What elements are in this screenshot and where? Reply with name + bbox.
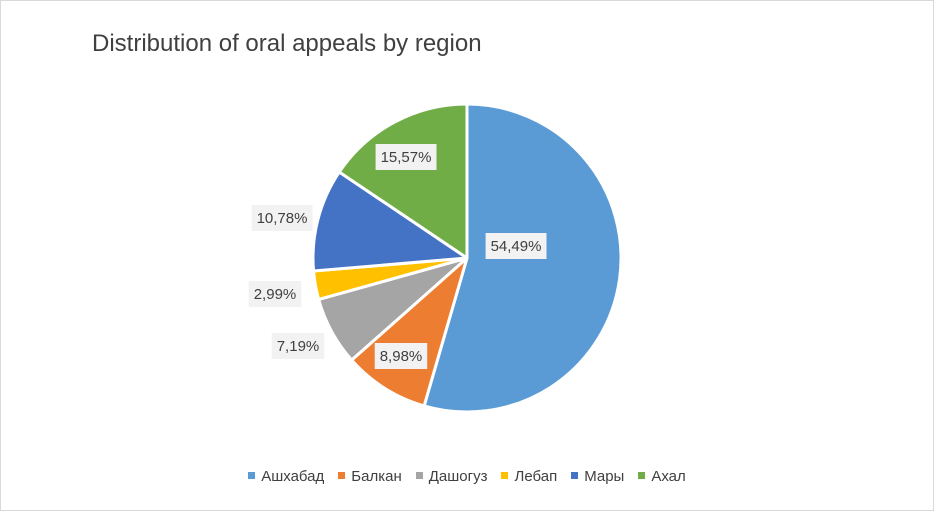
legend-swatch <box>415 472 423 479</box>
legend-item: Дашогуз <box>415 468 488 485</box>
data-label-5: 10,78% <box>251 205 313 231</box>
legend-label: Дашогуз <box>428 468 488 485</box>
data-label-box <box>485 233 547 259</box>
legend-swatch <box>571 472 579 479</box>
data-label-box <box>374 343 428 369</box>
data-label-box <box>271 333 325 359</box>
legend-item: Ашхабад <box>248 468 324 485</box>
legend-swatch <box>338 472 346 479</box>
legend-item: Мары <box>571 468 624 485</box>
data-label-box <box>251 205 313 231</box>
data-label-6: 15,57% <box>375 144 437 170</box>
data-label-box <box>375 144 437 170</box>
legend-label: Балкан <box>351 468 402 485</box>
data-label-text: 8,98% <box>380 348 423 365</box>
legend-label: Ахал <box>651 468 686 485</box>
data-label-text: 7,19% <box>277 338 320 355</box>
data-label-4: 2,99% <box>248 281 302 307</box>
data-label-2: 8,98% <box>374 343 428 369</box>
legend-swatch <box>501 472 509 479</box>
data-label-text: 2,99% <box>254 286 297 303</box>
pie-slice-5 <box>311 170 469 273</box>
legend-item: Лебап <box>501 468 557 485</box>
data-labels: 54,49% 8,98% 7,19% 2,99% 10,78% 15,57% <box>248 144 547 369</box>
data-label-3: 7,19% <box>271 333 325 359</box>
pie-slices <box>311 102 623 414</box>
legend-label: Мары <box>584 468 625 485</box>
data-label-1: 54,49% <box>485 233 547 259</box>
legend-item: Ахал <box>638 468 686 485</box>
pie-slice-6 <box>337 102 469 260</box>
legend-swatch <box>638 472 646 479</box>
data-label-text: 15,57% <box>381 149 432 166</box>
legend: Ашхабад Балкан Дашогуз Лебап Мары Ахал <box>0 468 934 485</box>
data-label-text: 54,49% <box>491 238 542 255</box>
data-label-box <box>248 281 302 307</box>
legend-label: Ашхабад <box>261 468 325 485</box>
legend-item: Балкан <box>338 468 402 485</box>
legend-swatch <box>248 472 256 479</box>
chart-title: Distribution of oral appeals by region <box>92 30 482 57</box>
legend-label: Лебап <box>514 468 558 485</box>
data-label-text: 10,78% <box>257 210 308 227</box>
